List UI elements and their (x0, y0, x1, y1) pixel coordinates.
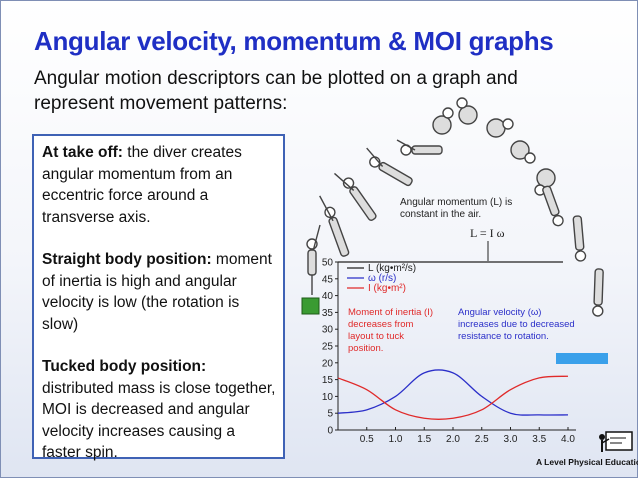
diver-figure (306, 224, 321, 295)
y-tick-label: 45 (322, 274, 334, 285)
chart: 0 5 10 15 20 25 30 35 40 45 50 0.5 1.0 1.5 2.0 2.5 3.0 3.… (322, 258, 576, 445)
series-line-velocity (337, 369, 569, 416)
series-line-inertia (337, 375, 569, 420)
point-text: distributed mass is close together, MOI … (42, 379, 276, 462)
x-tick-label: 3.5 (532, 434, 546, 445)
diver-figure (432, 107, 454, 135)
y-tick-label: 20 (322, 358, 334, 369)
slide-title: Angular velocity, momentum & MOI graphs (34, 26, 554, 56)
diver-figure (572, 215, 587, 262)
x-tick-label: 1.0 (389, 434, 403, 445)
point-heading: Tucked body position: (42, 358, 207, 375)
diver-sequence (306, 97, 604, 317)
velocity-note-line: resistance to rotation. (458, 331, 549, 342)
y-tick-label: 50 (322, 258, 334, 269)
legend-velocity: ω (r/s) (368, 273, 396, 284)
y-tick-label: 30 (322, 325, 334, 336)
point-text: moment of inertia is high and angular ve… (42, 251, 272, 333)
diver-figure (334, 172, 377, 221)
velocity-note: Angular velocity (ω) increases due to de… (458, 307, 575, 342)
diver-figure (456, 97, 478, 125)
point-tucked: Tucked body position: distributed mass i… (42, 356, 277, 464)
velocity-note-line: increases due to decreased (458, 319, 575, 330)
y-tick-label: 15 (322, 375, 334, 386)
y-tick-label: 40 (322, 291, 334, 302)
springboard-left (301, 297, 320, 315)
diver-figure (396, 139, 443, 156)
intro-text: Angular motion descriptors can be plotte… (34, 68, 518, 114)
y-tick-label: 5 (327, 409, 333, 420)
legend-inertia: I (kg•m²) (368, 283, 406, 294)
legend-momentum: L (kg•m²/s) (368, 263, 416, 274)
y-tick-label: 35 (322, 308, 334, 319)
diver-figure (486, 118, 514, 138)
diver-figure (542, 185, 564, 227)
x-tick-label: 1.5 (417, 434, 431, 445)
x-tick-label: 4.0 (561, 434, 575, 445)
diver-figure (592, 268, 604, 317)
point-heading: Straight body position: (42, 251, 212, 268)
diver-figure (319, 195, 350, 257)
point-takeoff: At take off: the diver creates angular m… (42, 142, 277, 228)
inertia-note-line: layout to tuck (348, 331, 404, 342)
point-heading: At take off: (42, 144, 123, 161)
momentum-note: Angular momentum (L) is (400, 197, 512, 208)
y-tick-label: 10 (322, 392, 334, 403)
x-tick-label: 2.0 (446, 434, 460, 445)
inertia-note: Moment of inertia (I) decreases from lay… (348, 307, 433, 354)
formula: L = I ω (470, 226, 505, 240)
y-tick-label: 25 (322, 342, 334, 353)
x-tick-label: 0.5 (360, 434, 374, 445)
landing-board-right (556, 353, 608, 364)
footer-brand: A Level Physical Education (536, 457, 638, 467)
point-text: the diver creates angular momentum from … (42, 144, 242, 226)
momentum-note: constant in the air. (400, 209, 481, 220)
teacher-icon (599, 431, 633, 452)
diver-figure (510, 140, 536, 164)
diver-figure (366, 147, 413, 187)
legend: L (kg•m²/s) ω (r/s) I (kg•m²) (347, 263, 416, 294)
x-tick-label: 2.5 (475, 434, 489, 445)
x-tick-label: 3.0 (504, 434, 518, 445)
y-tick-label: 0 (327, 426, 333, 437)
inertia-note-line: decreases from (348, 319, 414, 330)
inertia-note-line: Moment of inertia (I) (348, 307, 433, 318)
explanation-box: At take off: the diver creates angular m… (32, 134, 285, 461)
point-straight: Straight body position: moment of inerti… (42, 249, 277, 335)
inertia-note-line: position. (348, 343, 383, 354)
velocity-note-line: Angular velocity (ω) (458, 307, 541, 318)
